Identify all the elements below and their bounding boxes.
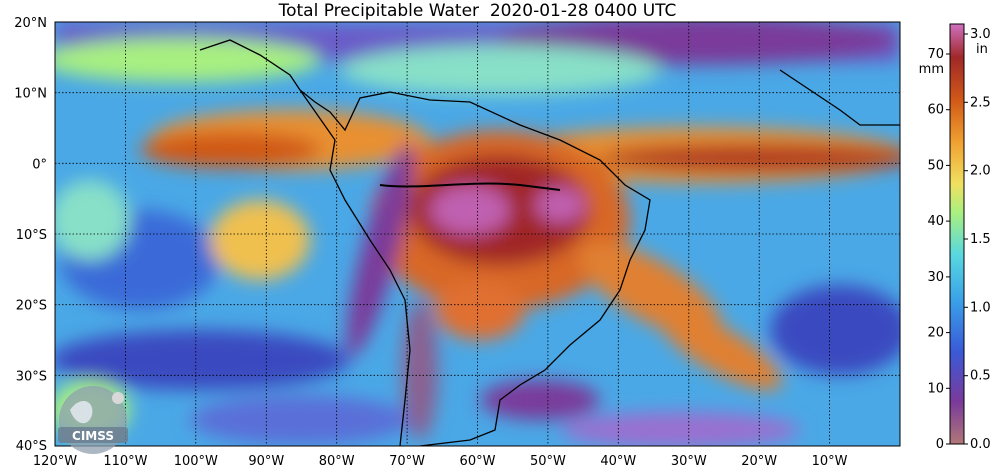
cimss-logo: CIMSS [58, 386, 128, 454]
colorbar-in-label: 0.5 [970, 369, 991, 384]
lat-tick-label: 20°N [14, 16, 47, 31]
colorbar-in-label: 3.0 [970, 27, 991, 42]
pw-field [55, 22, 900, 446]
colorbar-mm-label: 60 [927, 103, 944, 118]
colorbar-in-ticks [964, 33, 968, 445]
lon-tick-label: 20°W [741, 454, 777, 469]
lon-tick-label: 60°W [460, 454, 496, 469]
colorbar-mm-label: 50 [927, 158, 944, 173]
colorbar-mm-label: 10 [927, 381, 944, 396]
lon-tick-label: 120°W [33, 454, 77, 469]
lon-tick-label: 70°W [389, 454, 425, 469]
lon-tick-label: 110°W [103, 454, 147, 469]
gridlines [55, 22, 900, 446]
lat-tick-labels: 20°N 10°N 0° 10°S 20°S 30°S 40°S [14, 16, 47, 454]
lon-tick-label: 30°W [671, 454, 707, 469]
coastlines [199, 39, 900, 446]
lon-tick-label: 10°W [812, 454, 848, 469]
colorbar-mm-label: 40 [927, 214, 944, 229]
lat-tick-label: 20°S [16, 299, 47, 314]
map-title: Total Precipitable Water 2020-01-28 0400… [278, 1, 677, 21]
lon-tick-label: 100°W [174, 454, 218, 469]
colorbar-mm-label: 30 [927, 270, 944, 285]
lat-tick-label: 40°S [16, 439, 47, 454]
lat-tick-label: 10°N [14, 87, 47, 102]
colorbar-in-label: 0.0 [970, 437, 991, 452]
colorbar-in-unit: in [976, 42, 988, 57]
lat-tick-label: 0° [32, 157, 47, 172]
lon-tick-label: 40°W [600, 454, 636, 469]
colorbar-mm-label: 70 [927, 47, 944, 62]
globe-icon [70, 400, 93, 424]
colorbar-mm-label: 20 [927, 326, 944, 341]
colorbar: 0 10 20 30 40 50 60 70 mm 0.0 0.5 1.0 1.… [919, 23, 991, 452]
colorbar-in-label: 2.0 [970, 164, 991, 179]
cimss-logo-text: CIMSS [72, 429, 114, 443]
colorbar-in-label: 2.5 [970, 95, 991, 110]
colorbar-mm-label: 0 [936, 437, 944, 452]
lat-tick-label: 30°S [16, 369, 47, 384]
lat-tick-label: 10°S [16, 228, 47, 243]
lon-tick-label: 50°W [530, 454, 566, 469]
lon-tick-label: 80°W [319, 454, 355, 469]
lon-tick-labels: 120°W 110°W 100°W 90°W 80°W 70°W 60°W 50… [33, 454, 848, 469]
colorbar-in-label: 1.5 [970, 232, 991, 247]
colorbar-mm-unit: mm [919, 62, 944, 77]
map-frame [54, 21, 901, 447]
colorbar-strip [949, 23, 965, 445]
colorbar-mm-ticks [946, 53, 950, 445]
colorbar-in-label: 1.0 [970, 300, 991, 315]
lon-tick-label: 90°W [248, 454, 284, 469]
